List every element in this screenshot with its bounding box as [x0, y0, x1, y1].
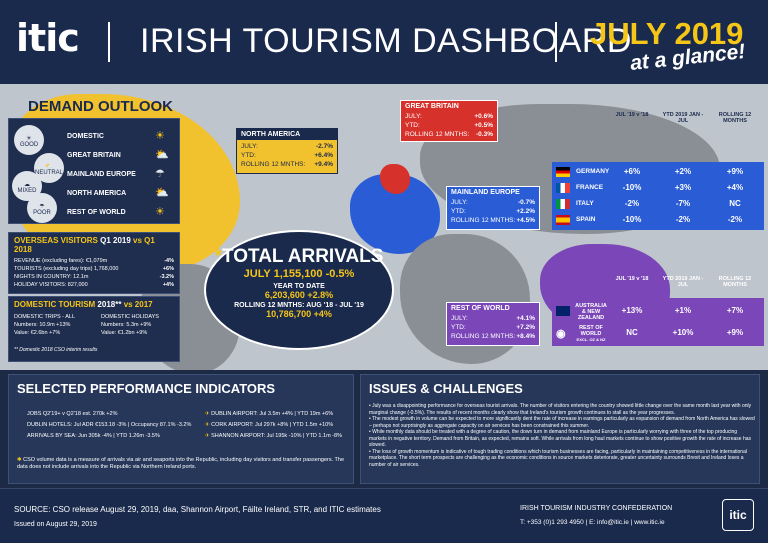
cloud-sun-icon: ⛅	[45, 164, 53, 170]
total-arrivals-oval: *TOTAL ARRIVALS JULY 1,155,100 -0.5% YEA…	[204, 230, 394, 350]
sun-icon: ☀	[155, 206, 165, 218]
footer-issued: Issued on August 29, 2019	[14, 521, 97, 528]
header-bar: itic IRISH TOURISM DASHBOARD JULY 2019 a…	[0, 0, 768, 84]
globe-icon: ◉	[556, 328, 566, 340]
total-arrivals-july: JULY 1,155,100 -0.5%	[243, 268, 355, 280]
sun-icon: ☀	[26, 136, 32, 142]
performance-indicators-panel: SELECTED PERFORMANCE INDICATORS JOBS Q2'…	[8, 374, 354, 484]
market-great-britain: GREAT BRITAIN	[67, 152, 121, 159]
rolling-label: ROLLING 12 MNTHS: AUG '18 - JUL '19	[234, 302, 364, 309]
table-row: ITALY -2% -7% NC	[552, 196, 764, 212]
itic-logo: itic	[16, 16, 80, 60]
list-item: • The loss of growth momentum is indicat…	[369, 448, 747, 468]
cloud-sun-icon: ⛅	[155, 187, 169, 199]
rain-icon: ☂	[39, 204, 45, 210]
overseas-visitors-stats: REVENUE (excluding fares): €1,079m -4% TO…	[14, 258, 174, 288]
demand-outlook-panel: ☀ GOOD ⛅ NEUTRAL ☁ MIXED ☂ POOR DOMESTIC GRE…	[8, 118, 180, 224]
domestic-holidays: DOMESTIC HOLIDAYS Numbers: 5.3m +9% Valu…	[101, 314, 159, 336]
list-item: • The modest growth in volume can be exp…	[369, 416, 755, 429]
asterisk-icon: ✱	[17, 457, 24, 463]
north-america-stats: JULY: -2.7% YTD: +6.4% ROLLING 12 MNTHS: +9…	[241, 143, 333, 168]
mainland-europe-stats: JULY: -0.7% YTD: +2.2% ROLLING 12 MNTHS: +4…	[451, 199, 535, 224]
rest-of-world-stats: JULY: +4.1% YTD: +7.2% ROLLING 12 MNTHS: +8…	[451, 315, 535, 340]
france-flag-icon	[556, 183, 570, 193]
italy-flag-icon	[556, 199, 570, 209]
header-divider	[108, 22, 110, 62]
rolling-value: 10,786,700 +4%	[266, 309, 332, 319]
footer: SOURCE: CSO release August 29, 2019, daa…	[0, 488, 768, 543]
list-item: • While monthly data should be treated w…	[369, 429, 752, 448]
australia-flag-icon	[556, 306, 570, 316]
market-mainland-europe: MAINLAND EUROPE	[67, 171, 136, 178]
overseas-visitors-header: OVERSEAS VISITORS Q1 2019 vs Q1 2018	[14, 236, 155, 254]
list-item: • July was a disappointing performance f…	[369, 403, 752, 416]
north-america-box: NORTH AMERICA JULY: -2.7% YTD: +6.4% ROLLI…	[236, 128, 338, 174]
table-row: ◉ REST OF WORLD EXCL. OZ & NZ NC +10% +9%	[556, 325, 744, 342]
market-north-america: NORTH AMERICA	[67, 190, 127, 197]
spi-note: ✱ CSO volume data is a measure of arriva…	[17, 457, 345, 470]
great-britain-stats: JULY: +0.6% YTD: +0.5% ROLLING 12 MNTHS: -0…	[405, 113, 493, 138]
market-domestic: DOMESTIC	[67, 133, 104, 140]
ytd-label: YEAR TO DATE	[273, 283, 325, 290]
spain-flag-icon	[556, 215, 570, 225]
col-header-rolling: ROLLING 12 MONTHS	[718, 112, 752, 124]
issues-panel: ISSUES & CHALLENGES • July was a disappo…	[360, 374, 760, 484]
spi-left-list: JOBS Q2'19+ v Q2'18 est. 270k +2% DUBLIN…	[27, 411, 192, 439]
north-america-title: NORTH AMERICA	[237, 129, 337, 140]
rain-icon: ☂	[155, 168, 165, 180]
ytd-value: 6,203,600 +2.8%	[264, 290, 334, 300]
domestic-trips-all: DOMESTIC TRIPS - ALL Numbers: 10.9m +13%…	[14, 314, 76, 336]
spi-right-list: ✈ DUBLIN AIRPORT: Jul 3.5m +4% | YTD 19m…	[205, 411, 342, 439]
germany-flag-icon	[556, 167, 570, 177]
rest-of-world-title: REST OF WORLD	[451, 305, 510, 312]
domestic-tourism-panel: DOMESTIC TOURISM 2018** vs 2017 DOMESTIC…	[8, 296, 180, 362]
table-row: AUSTRALIA & NEW ZEALAND +13% +1% +7%	[552, 300, 764, 322]
market-rest-of-world: REST OF WORLD	[67, 209, 126, 216]
header-divider	[555, 22, 557, 62]
cloud-icon: ☁	[24, 182, 30, 188]
total-arrivals-title: *TOTAL ARRIVALS	[214, 246, 384, 267]
footer-logo: itic	[722, 499, 754, 531]
demand-outlook-title: DEMAND OUTLOOK	[28, 98, 173, 115]
overseas-visitors-panel: OVERSEAS VISITORS Q1 2019 vs Q1 2018 REV…	[8, 232, 180, 294]
footer-org: IRISH TOURISM INDUSTRY CONFEDERATION	[520, 505, 673, 512]
domestic-note: ** Domestic 2018 CSO interim results	[14, 347, 98, 353]
footer-contact: T: +353 (0)1 293 4950 | E: info@itic.ie …	[520, 519, 665, 526]
rest-of-world-table: JUL '19 v '18 YTD 2019 JAN - JUL ROLLING…	[552, 276, 764, 348]
row-table-body	[552, 298, 764, 346]
col-header-july: JUL '19 v '18	[615, 112, 649, 118]
europe-table-body	[552, 162, 764, 230]
legend-good: ☀ GOOD	[14, 125, 44, 155]
page-title: IRISH TOURISM DASHBOARD	[140, 22, 632, 60]
europe-market-table: JUL '19 v '18 YTD 2019 JAN - JUL ROLLING…	[552, 112, 764, 232]
table-row: GERMANY +6% +2% +9%	[552, 164, 764, 180]
issues-list: • July was a disappointing performance f…	[369, 403, 755, 468]
domestic-tourism-header: DOMESTIC TOURISM 2018** vs 2017	[14, 300, 153, 309]
cloud-sun-icon: ⛅	[155, 149, 169, 161]
great-britain-title: GREAT BRITAIN	[405, 103, 459, 110]
plane-icon: ✈	[205, 433, 212, 439]
great-britain-box: GREAT BRITAIN JULY: +0.6% YTD: +0.5% ROLLI…	[400, 100, 498, 142]
legend-poor: ☂ POOR	[27, 193, 57, 223]
footer-source: SOURCE: CSO release August 29, 2019, daa…	[14, 505, 381, 514]
demand-outlook-icons: ☀ ⛅ ☂ ⛅ ☀	[155, 127, 169, 222]
demand-market-list: DOMESTIC GREAT BRITAIN MAINLAND EUROPE N…	[67, 127, 136, 222]
rest-of-world-box: REST OF WORLD JULY: +4.1% YTD: +7.2% ROLLI…	[446, 302, 540, 346]
col-header-ytd: YTD 2019 JAN - JUL	[662, 112, 704, 124]
table-row: FRANCE -10% +3% +4%	[552, 180, 764, 196]
report-month: JULY 2019	[590, 16, 744, 51]
plane-icon: ✈	[205, 422, 212, 428]
mainland-europe-box: MAINLAND EUROPE JULY: -0.7% YTD: +2.2% ROL…	[446, 186, 540, 230]
mainland-europe-title: MAINLAND EUROPE	[451, 189, 520, 196]
sun-icon: ☀	[155, 130, 165, 142]
plane-icon: ✈	[205, 411, 212, 417]
great-britain-land	[380, 164, 410, 194]
performance-indicators-title: SELECTED PERFORMANCE INDICATORS	[17, 381, 276, 396]
table-row: SPAIN -10% -2% -2%	[552, 212, 764, 228]
issues-title: ISSUES & CHALLENGES	[369, 381, 523, 396]
